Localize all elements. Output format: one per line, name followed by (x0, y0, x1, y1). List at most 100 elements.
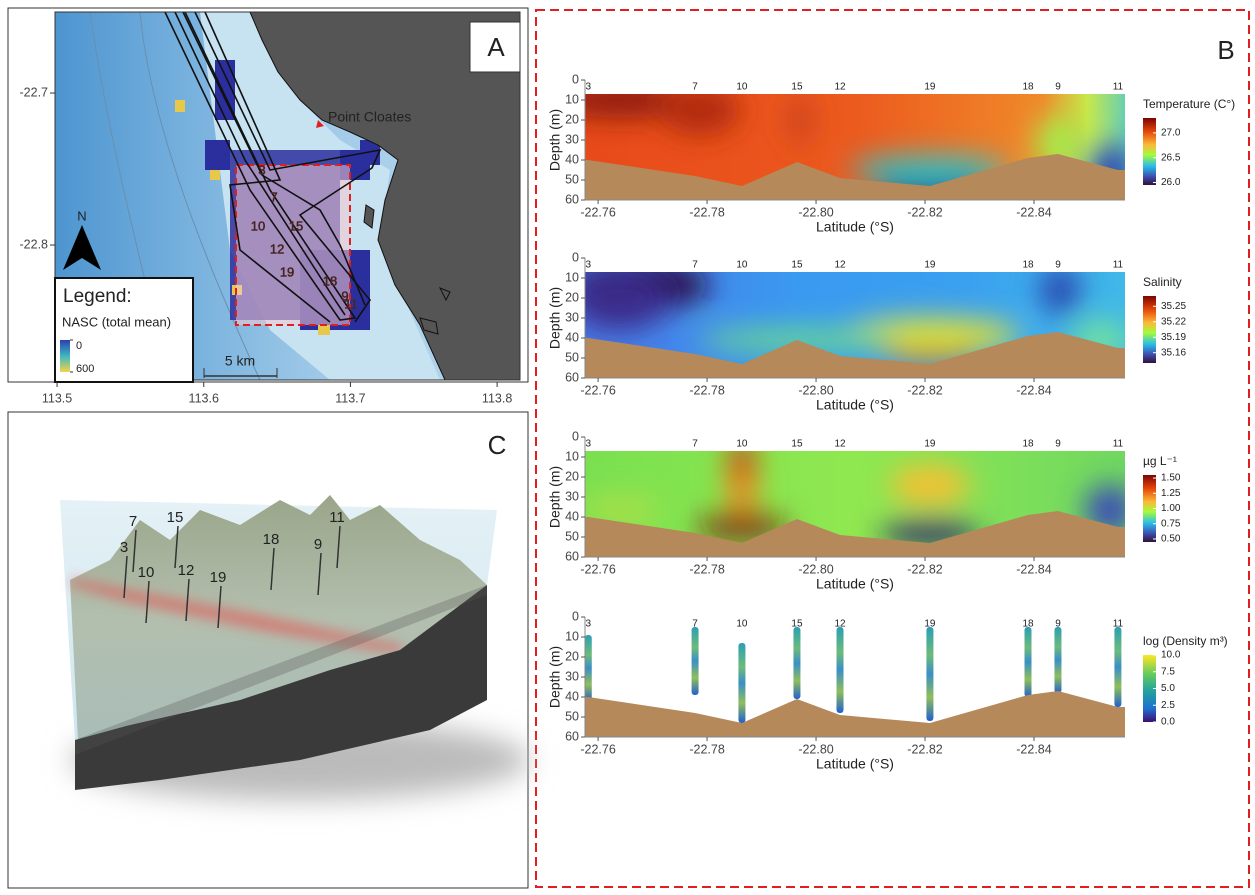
y-tick-label: 20 (565, 469, 579, 483)
station-label: 10 (736, 619, 748, 630)
field-feature (788, 95, 812, 145)
station-label: 9 (1055, 260, 1061, 271)
station-label: 12 (834, 619, 846, 630)
y-tick-label: 30 (565, 669, 579, 683)
station-label: 19 (924, 260, 936, 271)
x-tick-label: -22.78 (689, 205, 724, 219)
y-tick-label: 60 (565, 192, 579, 206)
station-label: 15 (167, 509, 184, 526)
y-tick-label: 10 (565, 92, 579, 106)
x-tick-label: -22.78 (689, 383, 724, 397)
figure: A N 5 km Legend: NASC (total mean) B C 3… (0, 0, 1255, 890)
density-profile (837, 627, 844, 713)
y-tick-label: 0 (572, 250, 579, 264)
x-tick-label: -22.80 (798, 742, 833, 756)
y-tick-label: -22.7 (20, 85, 49, 99)
density-profile (926, 627, 933, 721)
x-tick-label: 113.7 (335, 391, 365, 405)
station-label: 11 (1113, 439, 1124, 450)
station-label: 10 (736, 82, 748, 93)
station-label: 7 (692, 82, 698, 93)
legend-tick-label: 600 (76, 363, 94, 375)
panel-a: A N 5 km Legend: NASC (total mean) (8, 8, 528, 382)
station-label: 9 (314, 536, 322, 553)
panel-label: C (488, 430, 507, 460)
legend-subtitle: NASC (total mean) (62, 314, 171, 329)
station-label: 11 (344, 296, 358, 311)
station-label: 3 (585, 82, 591, 93)
station-label: 15 (289, 219, 303, 234)
y-tick-label: 60 (565, 370, 579, 384)
station-label: 9 (1055, 82, 1061, 93)
x-tick-label: -22.82 (907, 742, 942, 756)
x-tick-label: 113.6 (189, 391, 219, 405)
station-label: 3 (120, 539, 128, 556)
place-label: Point Cloates (328, 109, 411, 125)
x-tick-label: -22.84 (1016, 205, 1051, 219)
seafloor (585, 691, 1125, 737)
y-tick-label: 60 (565, 729, 579, 743)
y-tick-label: 0 (572, 609, 579, 623)
station-label: 12 (178, 562, 195, 579)
legend-title: Legend: (63, 286, 132, 307)
x-tick-label: -22.82 (907, 383, 942, 397)
x-tick-label: -22.80 (798, 383, 833, 397)
colorbar-tick-label: 35.19 (1161, 332, 1186, 343)
y-tick-label: 10 (565, 270, 579, 284)
station-label: 10 (736, 439, 748, 450)
density-profile (738, 643, 745, 723)
station-label: 7 (129, 513, 137, 530)
station-label: 3 (585, 619, 591, 630)
station-label: 3 (585, 260, 591, 271)
station-label: 11 (1113, 619, 1124, 630)
y-tick-label: 20 (565, 290, 579, 304)
y-tick-label: 10 (565, 449, 579, 463)
colorbar-title: µg L⁻¹ (1143, 454, 1177, 468)
colorbar-title: Temperature (C°) (1143, 97, 1235, 111)
station-label: 15 (791, 439, 803, 450)
chart: 3710151219189110102030405060-22.76-22.78… (547, 429, 1181, 591)
y-tick-label: 0 (572, 429, 579, 443)
legend-tick-label: 0 (76, 340, 82, 352)
station-label: 19 (210, 569, 227, 586)
page: A N 5 km Legend: NASC (total mean) B C 3… (0, 0, 1255, 895)
colorbar-title: log (Density m³) (1143, 634, 1228, 648)
y-tick-label: 30 (565, 310, 579, 324)
x-tick-label: -22.76 (580, 562, 615, 576)
panel-label: A (487, 32, 505, 62)
station-label: 18 (263, 531, 280, 548)
station-label: 19 (924, 82, 936, 93)
x-tick-label: -22.82 (907, 562, 942, 576)
station-label: 10 (736, 260, 748, 271)
panel-c: C 37 10 15 12 19 18 9 11 (8, 412, 530, 888)
station-label: 11 (329, 509, 345, 526)
x-axis-label: Latitude (°S) (816, 756, 894, 772)
station-label: 3 (258, 162, 265, 177)
study-area-box (236, 165, 350, 325)
y-tick-label: 30 (565, 489, 579, 503)
station-label: 7 (270, 189, 277, 204)
colorbar-tick-label: 27.0 (1161, 128, 1181, 139)
scale-label: 5 km (225, 353, 255, 369)
station-label: 3 (585, 439, 591, 450)
station-label: 10 (138, 564, 155, 581)
x-axis-label: Latitude (°S) (816, 576, 894, 592)
x-tick-label: -22.84 (1016, 742, 1051, 756)
station-label: 12 (834, 439, 846, 450)
y-tick-label: 10 (565, 629, 579, 643)
field-feature (1040, 265, 1080, 315)
x-tick-label: -22.84 (1016, 383, 1051, 397)
panel-label: B (1217, 35, 1234, 65)
y-tick-label: 20 (565, 649, 579, 663)
y-tick-label: 0 (572, 72, 579, 86)
y-tick-label: 50 (565, 709, 579, 723)
colorbar-tick-label: 0.0 (1161, 717, 1175, 728)
colorbar-title: Salinity (1143, 275, 1182, 289)
colorbar-tick-label: 1.00 (1161, 503, 1181, 514)
x-tick-label: -22.78 (689, 562, 724, 576)
station-label: 10 (251, 219, 265, 234)
y-tick-label: 30 (565, 132, 579, 146)
x-tick-label: -22.80 (798, 562, 833, 576)
colorbar-tick-label: 5.0 (1161, 683, 1175, 694)
